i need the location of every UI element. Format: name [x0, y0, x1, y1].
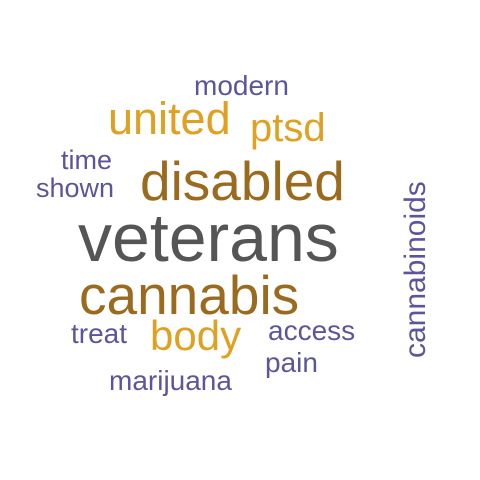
word-cannabis: cannabis	[79, 264, 300, 326]
word-modern: modern	[194, 70, 289, 101]
word-marijuana: marijuana	[109, 365, 232, 396]
word-shown: shown	[36, 173, 115, 203]
word-disabled: disabled	[140, 150, 345, 212]
word-body: body	[150, 312, 242, 359]
word-cannabinoids: cannabinoids	[399, 181, 432, 358]
word-access: access	[268, 315, 356, 346]
word-pain: pain	[265, 347, 318, 378]
word-treat: treat	[71, 318, 128, 349]
word-veterans: veterans	[78, 200, 339, 276]
word-time: time	[61, 145, 113, 175]
word-ptsd: ptsd	[250, 106, 326, 150]
word-united: united	[108, 93, 231, 144]
